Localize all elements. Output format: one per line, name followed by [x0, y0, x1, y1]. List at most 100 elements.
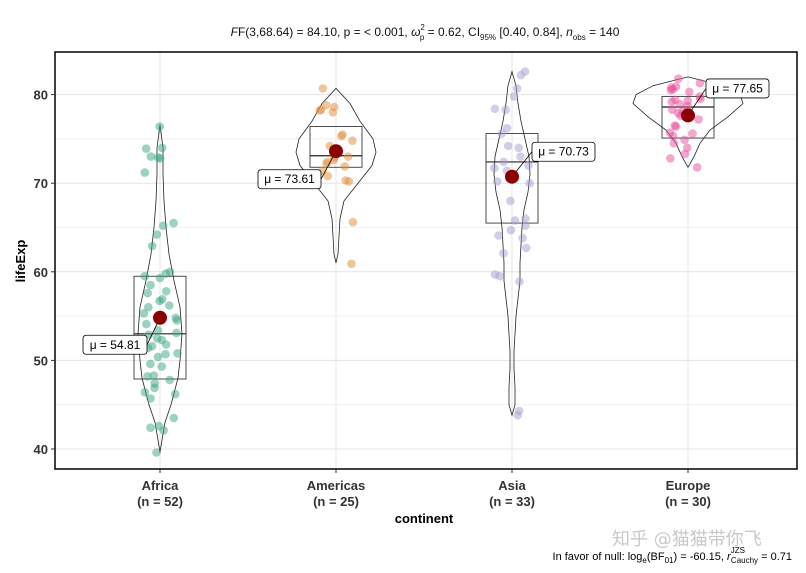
mean-point — [681, 108, 695, 123]
data-point — [340, 162, 350, 171]
data-point — [518, 233, 527, 243]
mean-label-box — [531, 141, 596, 162]
data-point — [515, 277, 524, 286]
data-point — [171, 389, 180, 399]
y-axis-title: lifeExp — [13, 240, 28, 283]
mean-label: μ = 70.73 — [538, 145, 589, 159]
data-point — [516, 152, 525, 161]
data-point — [514, 143, 523, 153]
data-point — [668, 131, 678, 141]
data-point — [155, 122, 164, 131]
data-point — [675, 100, 685, 109]
data-point — [173, 349, 182, 358]
data-point — [348, 136, 357, 145]
data-point — [692, 163, 702, 172]
data-point — [161, 340, 171, 349]
data-point — [688, 129, 697, 138]
x-tick-label: Africa — [142, 478, 180, 493]
data-point — [322, 159, 331, 168]
data-point — [143, 372, 152, 381]
data-point — [347, 259, 356, 269]
data-point — [155, 154, 165, 163]
data-point — [146, 394, 155, 403]
data-point — [139, 309, 149, 318]
data-point — [165, 301, 174, 310]
x-tick-count: (n = 52) — [137, 494, 183, 509]
data-point — [696, 94, 705, 104]
mean-group: μ = 70.73 — [505, 141, 596, 184]
data-point — [153, 326, 163, 335]
mean-point — [329, 144, 343, 159]
mean-group: μ = 77.65 — [681, 78, 770, 123]
data-point — [513, 411, 523, 420]
box-americas — [309, 126, 363, 168]
data-point — [146, 359, 155, 369]
plot-border — [54, 51, 798, 470]
data-point — [143, 288, 152, 298]
data-point — [140, 271, 150, 281]
data-point — [680, 135, 689, 145]
y-tick-label: 80 — [34, 88, 48, 103]
data-point — [516, 70, 526, 80]
data-point — [671, 122, 681, 131]
data-point — [323, 171, 333, 181]
data-point — [503, 141, 513, 151]
data-point — [155, 296, 164, 306]
data-point — [492, 177, 502, 186]
data-point — [525, 178, 534, 188]
data-point — [152, 448, 161, 457]
subtitle-effect: ω — [411, 25, 420, 39]
x-tick-count: (n = 33) — [489, 494, 535, 509]
data-point — [153, 352, 163, 362]
data-point — [155, 273, 165, 283]
mean-group: μ = 73.61 — [257, 144, 343, 190]
data-point — [685, 87, 694, 97]
subtitle-effect-value: = 0.62, CI — [424, 25, 480, 39]
data-point — [147, 241, 157, 251]
mean-point — [153, 310, 167, 325]
plot-area: μ = 54.81 μ = 73.61 μ = 70.73 μ = 77.65 40 50… — [34, 51, 798, 509]
data-point — [667, 97, 677, 106]
plot-background — [55, 52, 797, 469]
data-point — [161, 287, 171, 296]
data-point — [150, 383, 159, 393]
x-tick-label: Asia — [498, 478, 526, 493]
mean-label-box — [257, 169, 322, 190]
data-point — [172, 316, 182, 325]
data-point — [157, 143, 167, 153]
data-point — [494, 231, 503, 240]
data-point — [161, 349, 170, 359]
data-point — [694, 115, 703, 124]
data-point — [149, 371, 159, 380]
mean-group: μ = 54.81 — [82, 310, 167, 355]
x-axis-title: continent — [395, 511, 454, 526]
x-tick-count: (n = 30) — [665, 494, 711, 509]
data-point — [521, 214, 530, 223]
data-point — [157, 362, 166, 371]
data-point — [666, 85, 676, 95]
data-point — [140, 168, 150, 177]
data-point — [328, 108, 338, 117]
bayes-caption: In favor of null: loge(BF01) = -60.15, r… — [553, 546, 792, 565]
mean-point — [505, 169, 519, 184]
watermark: 知乎 @猫猫带你飞 — [612, 529, 762, 550]
data-point — [315, 106, 325, 115]
chart-subtitle: FF(3,68.64) = 84.10, p = < 0.001, ω2 p = … — [231, 23, 620, 42]
data-point — [506, 196, 515, 206]
mean-label: μ = 77.65 — [712, 81, 763, 95]
subtitle-ci-sub: 95% — [480, 33, 496, 42]
data-point — [141, 144, 151, 153]
violin-asia — [493, 70, 531, 417]
data-point — [146, 152, 156, 161]
data-point — [521, 221, 530, 230]
x-tick-label: Europe — [666, 478, 711, 493]
data-point — [510, 216, 520, 225]
data-point — [522, 243, 531, 253]
data-point — [680, 149, 690, 159]
mean-label-box — [705, 78, 770, 99]
x-tick-count: (n = 25) — [313, 494, 359, 509]
y-tick-label: 40 — [34, 442, 48, 457]
data-point — [666, 154, 675, 163]
subtitle-n-label: n — [566, 25, 573, 39]
subtitle-stat: F(3,68.64) = 84.10, p = < 0.001, — [238, 25, 411, 39]
